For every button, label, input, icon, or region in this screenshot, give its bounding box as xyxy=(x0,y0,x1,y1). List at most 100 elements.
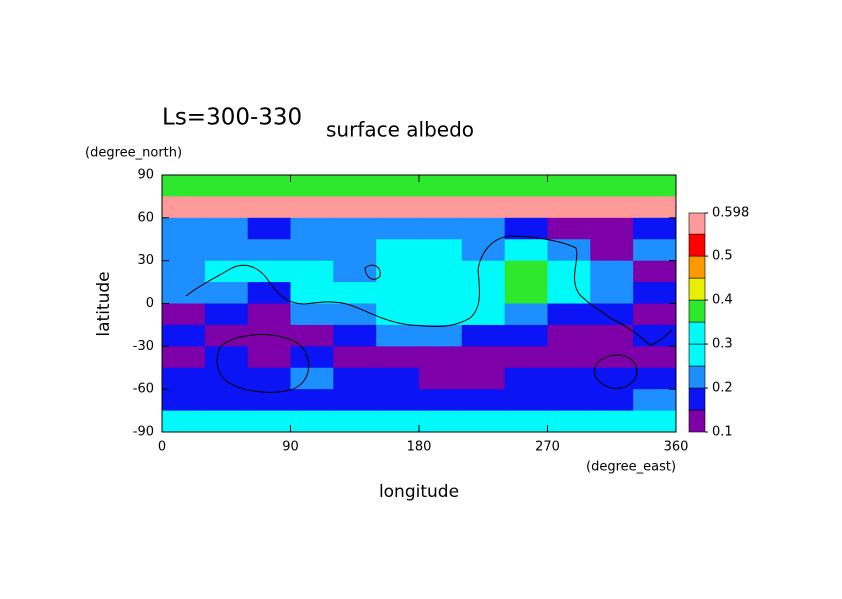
contour-cell xyxy=(461,196,506,219)
contour-cell xyxy=(204,217,249,240)
contour-cell xyxy=(162,196,206,219)
colorbar-box xyxy=(688,409,706,433)
contour-cell xyxy=(333,196,377,219)
colorbar-box xyxy=(688,277,706,301)
contour-cell xyxy=(633,217,677,240)
contour-cell xyxy=(590,239,634,262)
contour-cell xyxy=(461,303,506,326)
contour-cell xyxy=(376,389,420,412)
contour-cell xyxy=(504,367,548,390)
contour-cell xyxy=(290,410,334,433)
contour-cell xyxy=(376,324,420,347)
contour-cell xyxy=(376,175,420,197)
contour-cell xyxy=(547,175,591,197)
contour-cell xyxy=(504,196,548,219)
y-tick-label: 90 xyxy=(137,168,154,183)
contour-cell xyxy=(290,260,334,283)
y-tick-label: -90 xyxy=(133,425,154,440)
contour-cell xyxy=(162,410,206,433)
contour-cell xyxy=(504,239,548,262)
contour-cell xyxy=(547,410,591,433)
contour-cell xyxy=(162,217,206,240)
contour-cell xyxy=(376,303,420,326)
contour-cell xyxy=(162,389,206,412)
outline xyxy=(594,354,638,389)
contour-cell xyxy=(376,346,420,369)
contour-cell xyxy=(461,260,506,283)
contour-cell xyxy=(162,303,206,326)
contour-cell xyxy=(547,217,591,240)
contour-cell xyxy=(419,367,463,390)
contour-cell xyxy=(162,260,206,283)
contour-cell xyxy=(590,260,634,283)
contour-cell xyxy=(204,303,249,326)
contour-cell xyxy=(633,410,677,433)
contour-cell xyxy=(204,410,249,433)
contour-cell xyxy=(547,389,591,412)
contour-cell xyxy=(247,282,291,304)
contour-cell xyxy=(504,282,548,304)
contour-cell xyxy=(547,260,591,283)
contour-cell xyxy=(461,367,506,390)
contour-cell xyxy=(162,175,206,197)
contour-cell xyxy=(504,175,548,197)
contour-cell xyxy=(419,282,463,304)
contour-cell xyxy=(547,346,591,369)
contour-cell xyxy=(376,367,420,390)
contour-cell xyxy=(333,324,377,347)
contour-cell xyxy=(504,410,548,433)
colorbar-tick-label: 0.1 xyxy=(712,425,733,440)
contour-cell xyxy=(504,389,548,412)
contour-cell xyxy=(547,367,591,390)
contour-cell xyxy=(204,282,249,304)
contour-cell xyxy=(547,324,591,347)
contour-cell xyxy=(333,175,377,197)
y-tick-label: -60 xyxy=(133,382,154,397)
contour-cell xyxy=(419,346,463,369)
contour-cell xyxy=(590,389,634,412)
colorbar-box xyxy=(688,387,706,411)
contour-cell xyxy=(419,303,463,326)
contour-cell xyxy=(333,282,377,304)
contour-cell xyxy=(590,175,634,197)
contour-cell xyxy=(204,389,249,412)
chart-subtitle: surface albedo xyxy=(326,118,474,142)
contour-cell xyxy=(247,196,291,219)
contour-cell xyxy=(590,303,634,326)
x-tick-label: 90 xyxy=(282,440,299,455)
contour-cell xyxy=(290,239,334,262)
contour-cell xyxy=(547,239,591,262)
contour-cell xyxy=(162,324,206,347)
contour-cell xyxy=(290,367,334,390)
colorbar-box xyxy=(688,233,706,257)
x-tick-label: 270 xyxy=(535,440,560,455)
contour-cell xyxy=(290,196,334,219)
contour-cell xyxy=(162,367,206,390)
x-tick-label: 0 xyxy=(158,440,166,455)
contour-cell xyxy=(633,196,677,219)
contour-cell xyxy=(547,282,591,304)
colorbar-box xyxy=(688,299,706,323)
contour-cell xyxy=(247,410,291,433)
contour-cell xyxy=(290,324,334,347)
contour-cell xyxy=(376,260,420,283)
contour-cell xyxy=(419,239,463,262)
contour-cell xyxy=(590,346,634,369)
contour-cell xyxy=(633,239,677,262)
contour-cell xyxy=(290,389,334,412)
contour-cell xyxy=(419,324,463,347)
contour-cell xyxy=(333,389,377,412)
y-axis-label: latitude xyxy=(94,271,114,336)
contour-cell xyxy=(590,410,634,433)
contour-cell xyxy=(547,303,591,326)
colorbar-box xyxy=(688,321,706,345)
y-unit: (degree_north) xyxy=(85,146,182,161)
contour-cell xyxy=(376,282,420,304)
y-tick-label: 30 xyxy=(137,253,154,268)
contour-cell xyxy=(333,217,377,240)
contour-cell xyxy=(290,282,334,304)
contour-cell xyxy=(633,260,677,283)
contour-cell xyxy=(162,282,206,304)
contour-cell xyxy=(590,324,634,347)
outline xyxy=(364,264,381,280)
